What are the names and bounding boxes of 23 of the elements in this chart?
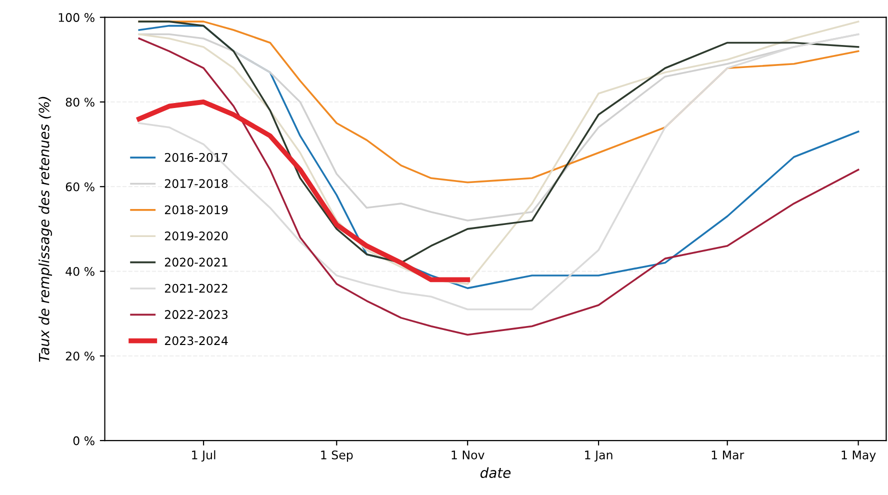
legend-label: 2019-2020	[164, 232, 228, 240]
x-tick-label: 1 Jul	[192, 450, 216, 462]
y-tick-label: 0 %	[73, 436, 94, 446]
line-series	[136, 100, 470, 282]
x-tick-label: 1 May	[842, 450, 876, 462]
legend-label: 2018-2019	[164, 205, 228, 214]
legend-label: 2017-2018	[164, 179, 228, 188]
x-tick-label: 1 Nov	[452, 450, 484, 460]
x-tick-label: 1 Jan	[585, 450, 612, 462]
x-axis-title: date	[480, 467, 511, 478]
legend-label: 2022-2023	[164, 310, 228, 319]
legend-label: 2023-2024	[164, 336, 228, 346]
x-tick-label: 1 Sep	[321, 450, 353, 462]
y-tick-label: 40 %	[66, 266, 94, 276]
legend-label: 2020-2021	[164, 258, 228, 267]
y-axis-title: Taux de remplissage des retenues (%)	[38, 96, 52, 362]
y-tick-label: 80 %	[66, 98, 94, 107]
y-tick-label: 100 %	[58, 13, 94, 22]
y-tick-label: 60 %	[66, 182, 94, 192]
legend-label: 2021-2022	[164, 284, 228, 293]
legend-label: 2016-2017	[164, 152, 228, 162]
y-tick-label: 20 %	[66, 352, 94, 361]
x-tick-label: 1 Mar	[712, 450, 744, 460]
